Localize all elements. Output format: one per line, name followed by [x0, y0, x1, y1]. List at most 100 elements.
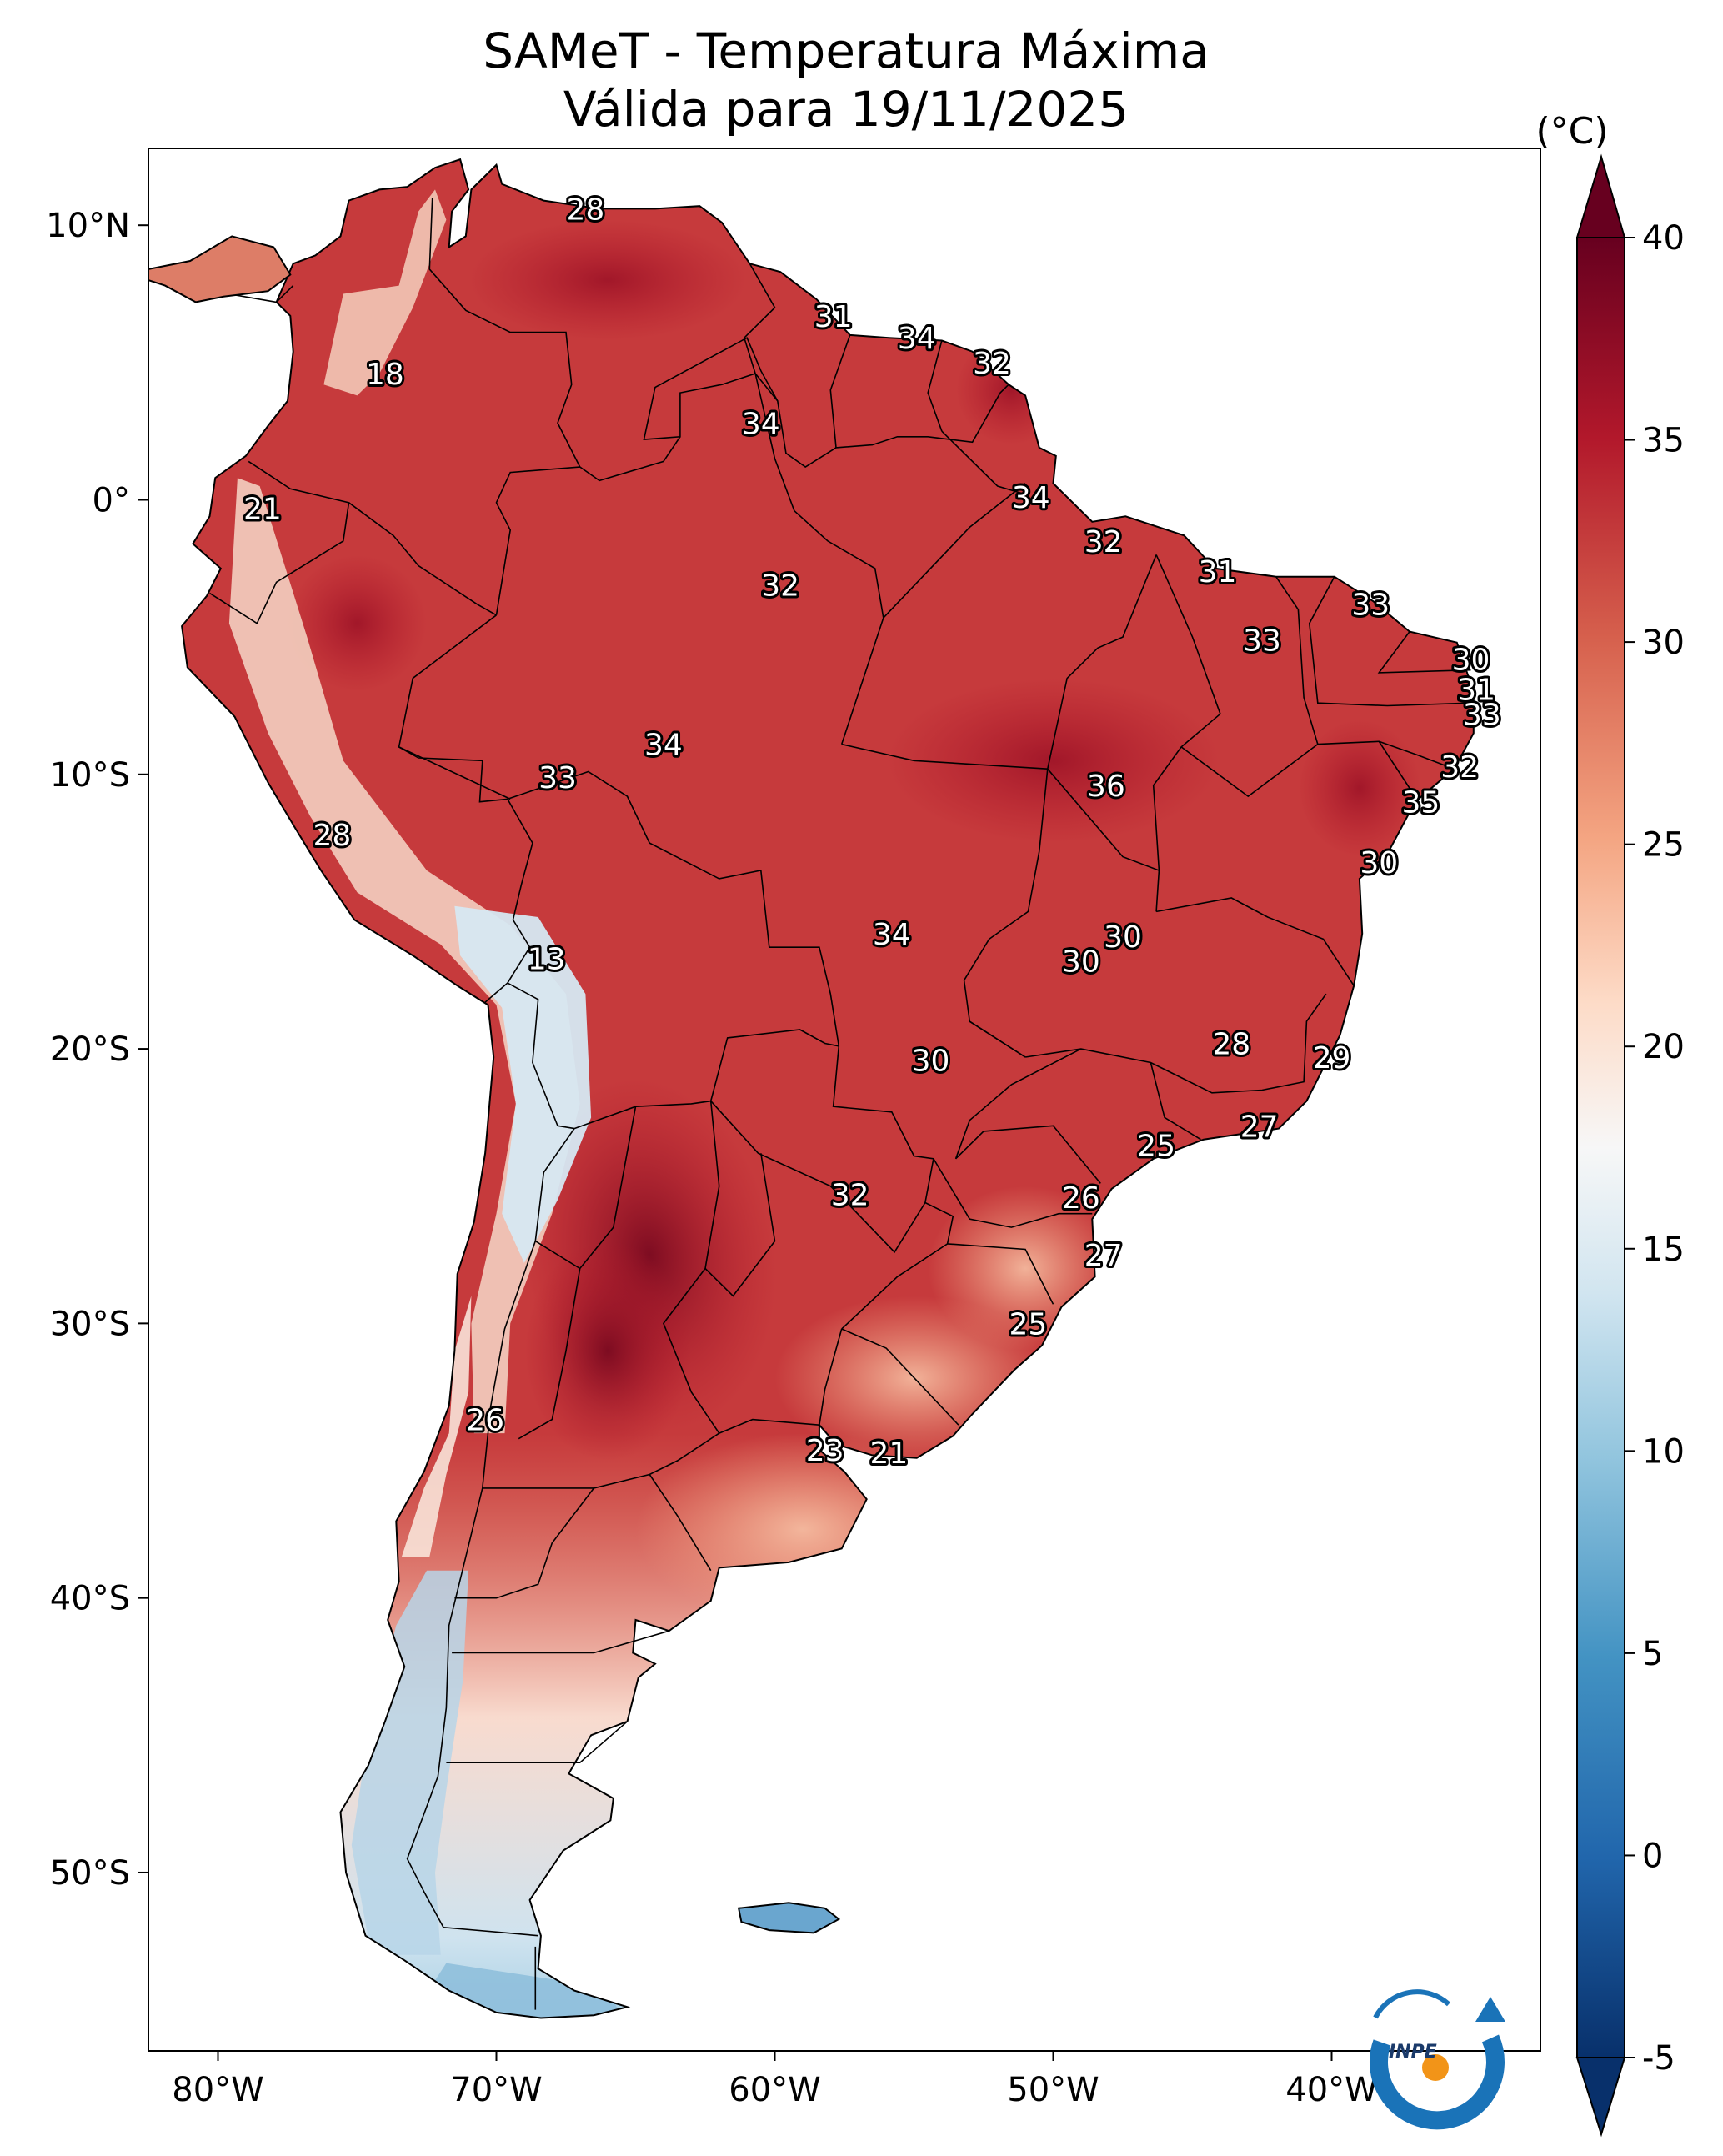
- political-border: [710, 1101, 926, 1254]
- political-border: [1155, 897, 1355, 986]
- temperature-label: 31: [814, 300, 853, 334]
- temperature-label: 28: [313, 819, 352, 853]
- temperature-label-halo: 36: [1087, 770, 1125, 804]
- political-border: [209, 460, 350, 624]
- temperature-label: 29: [1313, 1041, 1351, 1075]
- temperature-label: 32: [1084, 525, 1123, 559]
- colorbar-tick-label: 0: [1642, 1837, 1663, 1875]
- map-frame: [148, 148, 1541, 2052]
- political-border: [969, 1020, 1026, 1058]
- y-tick-label: 20°S: [50, 1030, 130, 1069]
- temperature-label: 13: [528, 942, 566, 976]
- colorbar-unit: (°C): [1535, 110, 1608, 153]
- land-area: [182, 159, 1474, 2018]
- temperature-label-halo: 32: [831, 1179, 869, 1213]
- political-border: [1047, 554, 1157, 770]
- northern-argentina-hot-core: [523, 1241, 692, 1462]
- temperature-label: 30: [1360, 846, 1398, 880]
- political-border: [276, 285, 294, 303]
- temperature-label: 18: [366, 358, 404, 392]
- political-border: [534, 1106, 637, 1270]
- political-border: [643, 337, 779, 440]
- political-border: [1150, 1062, 1201, 1141]
- temperature-label: 30: [1062, 945, 1100, 980]
- temperature-label: 31: [1457, 674, 1495, 708]
- x-tick-label: 70°W: [450, 2071, 542, 2109]
- temperature-label-halo: 33: [538, 761, 577, 795]
- temperature-label-halo: 34: [898, 322, 936, 356]
- colorbar-extend-bottom: [1575, 2057, 1626, 2138]
- political-border: [507, 982, 575, 1130]
- temperature-label-halo: 33: [1463, 698, 1501, 732]
- y-tick-label: 50°S: [50, 1854, 130, 1893]
- political-border: [947, 1243, 1054, 1305]
- political-border: [452, 1630, 669, 1654]
- temperature-label-halo: 30: [1062, 945, 1100, 980]
- temperature-label: 33: [1463, 698, 1501, 732]
- peru-amazon-hot-core: [288, 554, 427, 692]
- political-border: [927, 340, 943, 432]
- temperature-label: 28: [1212, 1027, 1250, 1061]
- political-border: [662, 1101, 720, 1434]
- chile-coast-cool-area: [401, 1296, 472, 1557]
- y-tick-label: 30°S: [50, 1305, 130, 1343]
- political-border: [832, 1045, 934, 1203]
- temperature-label-halo: 34: [1012, 481, 1050, 515]
- colorbar-tick-label: 20: [1642, 1028, 1685, 1066]
- temperature-label-halo: 25: [1009, 1307, 1048, 1341]
- temperature-label-halo: 31: [1199, 555, 1237, 589]
- x-tick-label: 40°W: [1285, 2071, 1377, 2109]
- temperature-label-halo: 28: [313, 819, 352, 853]
- temperature-label-halo: 28: [566, 193, 604, 227]
- temperature-label-halo: 26: [1062, 1181, 1100, 1216]
- temperature-label: 32: [973, 347, 1011, 381]
- temperature-label-halo: 18: [366, 358, 404, 392]
- temperature-label-halo: 30: [1360, 846, 1398, 880]
- colorbar-tick-label: 5: [1642, 1635, 1663, 1673]
- political-border: [1317, 740, 1455, 770]
- y-tick-label: 10°S: [50, 756, 130, 795]
- patagonian-andes-cold-area: [351, 1570, 469, 1955]
- temperature-label: 25: [1009, 1307, 1048, 1341]
- political-border: [348, 502, 497, 616]
- political-border: [446, 1721, 629, 1763]
- temperature-label: 32: [761, 569, 799, 604]
- andes-cool-band: [228, 478, 580, 1434]
- temperature-label: 34: [644, 729, 683, 763]
- temperature-label-halo: 33: [1243, 624, 1281, 658]
- temperature-label: 31: [1199, 555, 1237, 589]
- bahia-hot-core: [1298, 719, 1421, 857]
- colorbar-extend-top: [1575, 153, 1626, 238]
- temperature-label: 35: [1401, 786, 1440, 820]
- temperature-label: 25: [1137, 1129, 1175, 1163]
- temperature-label: 27: [1240, 1110, 1279, 1144]
- political-border: [406, 1128, 575, 1937]
- x-tick-label: 80°W: [172, 2071, 263, 2109]
- temperature-label: 21: [870, 1436, 909, 1471]
- political-border: [704, 1153, 776, 1297]
- temperature-label-halo: 32: [761, 569, 799, 604]
- colorbar-tick-label: 10: [1642, 1432, 1685, 1471]
- temperature-label: 33: [1351, 589, 1390, 623]
- temperature-label-halo: 25: [1137, 1129, 1175, 1163]
- temperature-label-halo: 32: [1440, 750, 1479, 785]
- temperature-label-halo: 27: [1240, 1110, 1279, 1144]
- political-border: [933, 1158, 1093, 1228]
- temperature-label: 33: [538, 761, 577, 795]
- political-border: [841, 743, 1048, 770]
- y-tick-label: 0°: [93, 481, 130, 519]
- venezuela-hot-core: [468, 219, 748, 341]
- political-border: [1024, 993, 1327, 1094]
- political-border: [1377, 631, 1471, 674]
- political-border: [1047, 768, 1160, 912]
- colorbar-tick-label: 25: [1642, 826, 1685, 865]
- temperature-label-halo: 21: [870, 1436, 909, 1471]
- temperature-label-halo: 31: [814, 300, 853, 334]
- temperature-label: 21: [243, 492, 282, 526]
- temperature-label: 34: [742, 407, 780, 441]
- political-border: [649, 1474, 712, 1572]
- political-border: [743, 263, 1009, 468]
- temperature-label-halo: 31: [1457, 674, 1495, 708]
- political-border: [829, 334, 851, 448]
- political-border: [954, 1048, 1101, 1184]
